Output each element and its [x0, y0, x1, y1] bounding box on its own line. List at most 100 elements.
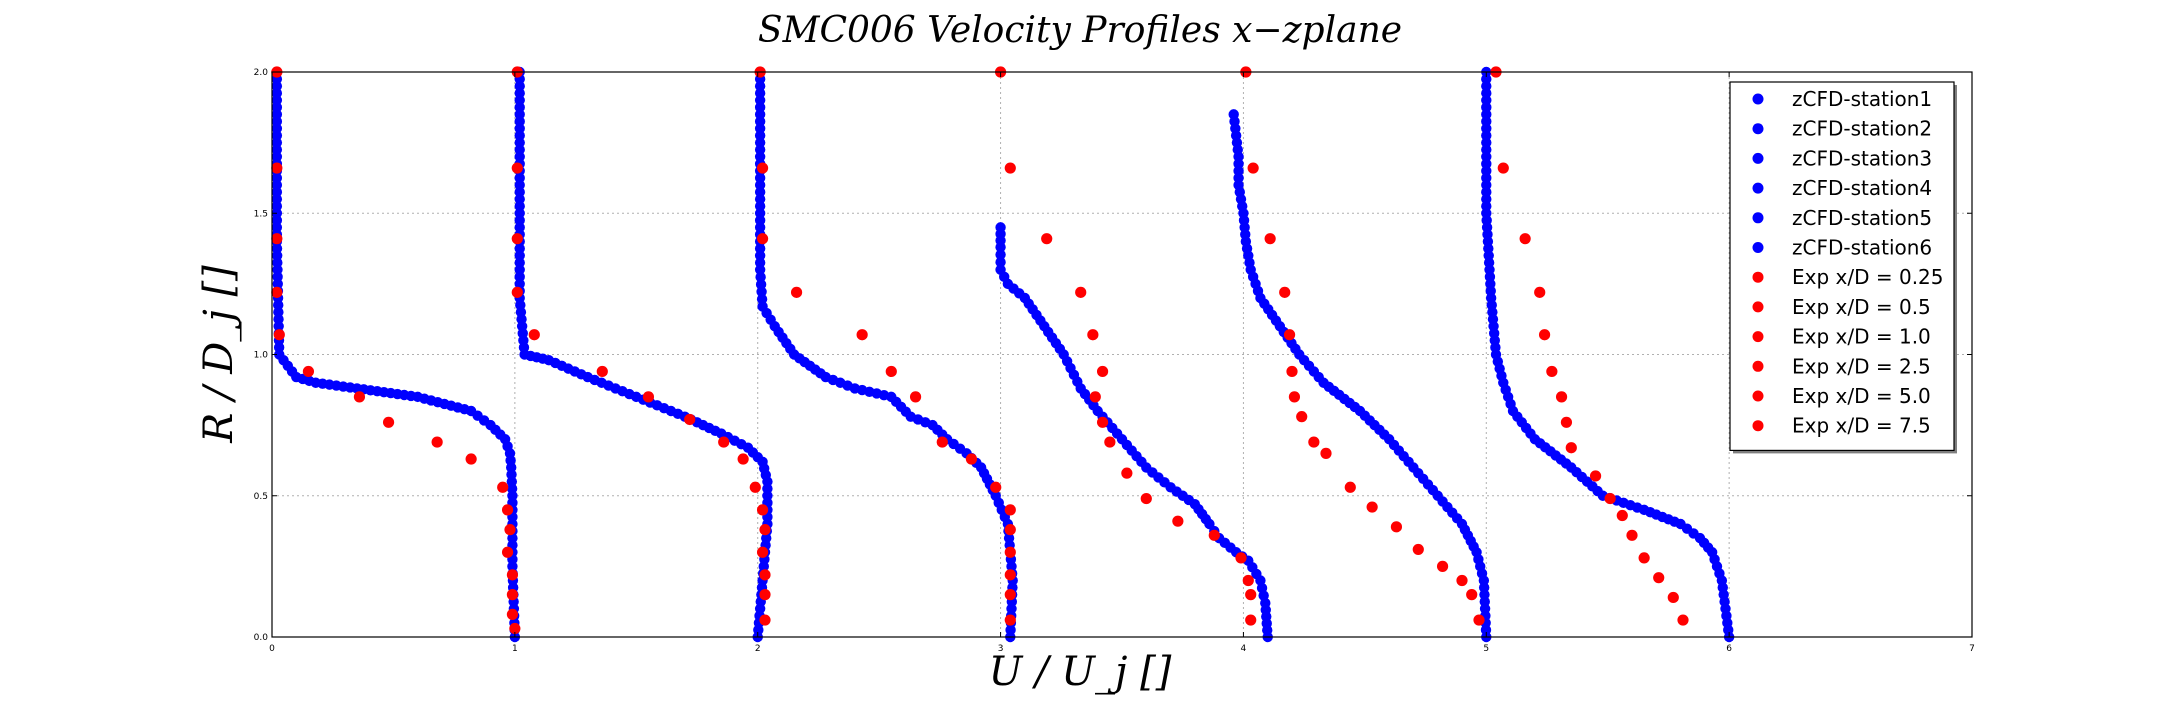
exp-point	[790, 286, 803, 298]
exp-point	[382, 416, 395, 428]
exp-point	[1677, 614, 1689, 626]
exp-series-5	[1240, 66, 1485, 626]
legend-box	[1729, 81, 1955, 451]
exp-point	[1245, 614, 1257, 626]
exp-point	[271, 233, 283, 245]
grid-lines	[272, 72, 1972, 637]
exp-point	[1589, 470, 1602, 482]
legend-entry: Exp x/D = 1.0	[1792, 325, 1931, 349]
exp-point	[1140, 492, 1152, 505]
exp-point	[506, 589, 519, 601]
exp-point	[1366, 501, 1378, 513]
exp-point	[1235, 552, 1247, 564]
exp-point	[1534, 286, 1546, 298]
exp-point	[501, 504, 514, 516]
legend: zCFD-station1 zCFD-station2 zCFD-station3 z…	[1729, 81, 1957, 454]
cfd-series-4	[995, 222, 1273, 643]
exp-point	[1412, 543, 1424, 556]
exp-point	[1245, 589, 1257, 601]
x-tick-label: 1	[512, 644, 518, 654]
exp-point	[271, 162, 283, 174]
exp-point	[756, 546, 769, 558]
exp-point	[718, 436, 730, 448]
exp-point	[1456, 574, 1468, 587]
exp-point	[1626, 529, 1638, 541]
exp-point	[1242, 574, 1254, 587]
exp-point	[759, 614, 771, 626]
exp-point	[1320, 447, 1332, 459]
exp-point	[1616, 509, 1628, 522]
exp-point	[1264, 233, 1276, 245]
exp-point	[528, 329, 540, 341]
chart-title: SMC006 Velocity Profiles x−zplane	[758, 10, 1402, 51]
exp-point	[1121, 467, 1133, 479]
exp-point	[1604, 492, 1616, 505]
exp-point	[1041, 233, 1053, 245]
exp-point	[1075, 286, 1087, 298]
exp-point	[596, 365, 608, 378]
legend-marker	[1752, 182, 1764, 194]
exp-series-4	[994, 66, 1257, 626]
legend-marker	[1752, 242, 1764, 253]
legend-entry: Exp x/D = 5.0	[1792, 384, 1931, 408]
exp-point	[511, 286, 523, 298]
cfd-point	[995, 257, 1006, 268]
cfd-point	[995, 222, 1006, 233]
legend-entry: zCFD-station4	[1792, 176, 1932, 200]
cfd-series-6	[1481, 66, 1735, 643]
exp-point	[506, 608, 519, 621]
exp-point	[273, 329, 285, 341]
cfd-series-3	[754, 66, 1018, 643]
legend-entry: Exp x/D = 7.5	[1792, 414, 1931, 438]
exp-point	[1004, 614, 1016, 626]
legend-marker	[1752, 152, 1764, 164]
legend-entry: Exp x/D = 0.5	[1792, 295, 1931, 319]
exp-point	[1208, 529, 1220, 541]
exp-point	[759, 569, 771, 581]
exp-point	[1546, 365, 1558, 378]
exp-point	[1004, 546, 1016, 558]
exp-point	[511, 162, 523, 174]
exp-point	[504, 524, 516, 536]
exp-point	[1565, 442, 1577, 454]
cfd-series-5	[1228, 109, 1492, 643]
exp-point	[1089, 391, 1101, 403]
exp-point	[1279, 286, 1291, 298]
y-tick-label: 2.0	[254, 68, 269, 78]
exp-point	[1473, 614, 1485, 626]
exp-point	[1560, 416, 1573, 428]
exp-series-3	[754, 66, 1016, 626]
exp-point	[1308, 436, 1320, 448]
axis-ticks: 0 1 2 3 4 5 6 7 0.0 0.5 1.0 1.5 2.0	[254, 68, 1975, 654]
y-tick-label: 0.5	[254, 492, 268, 502]
exp-point	[756, 162, 769, 174]
legend-marker	[1752, 331, 1764, 343]
x-tick-label: 3	[998, 644, 1004, 654]
exp-point	[511, 233, 523, 245]
exp-point	[759, 524, 771, 536]
legend-marker	[1752, 212, 1764, 224]
legend-entry: zCFD-station6	[1792, 236, 1932, 260]
exp-point	[353, 391, 366, 403]
exp-point	[1638, 552, 1650, 564]
exp-series-6	[1490, 66, 1689, 626]
exp-point	[1096, 416, 1109, 428]
legend-entry: Exp x/D = 2.5	[1792, 354, 1931, 378]
exp-point	[1087, 329, 1099, 341]
x-tick-label: 4	[1241, 644, 1247, 654]
exp-point	[642, 391, 655, 403]
exp-point	[684, 413, 696, 426]
exp-point	[1667, 591, 1679, 604]
legend-entry: zCFD-station2	[1792, 117, 1932, 141]
exp-point	[1436, 560, 1449, 572]
exp-point	[465, 453, 477, 465]
exp-point	[497, 481, 509, 493]
exp-point	[1653, 572, 1665, 584]
legend-marker	[1752, 360, 1764, 372]
cfd-point	[995, 264, 1006, 275]
exp-series-2	[511, 66, 771, 626]
exp-point	[965, 453, 978, 465]
x-tick-label: 2	[755, 644, 761, 654]
y-tick-label: 1.5	[254, 209, 268, 219]
